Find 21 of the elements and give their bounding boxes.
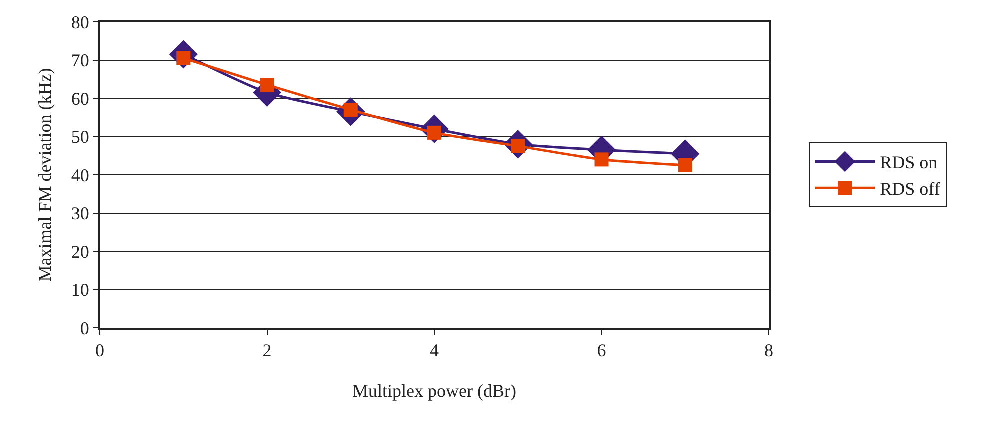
y-tick-label: 20 [71,242,90,262]
y-tick-label: 70 [71,50,90,71]
point [678,158,692,172]
point [260,78,274,92]
legend-label: RDS on [880,152,938,173]
y-tick-label: 50 [71,127,90,148]
y-tick-label: 0 [80,318,90,338]
x-tick-label: 8 [764,340,774,361]
y-tick-label: 60 [71,88,90,109]
x-tick-label: 0 [96,340,104,361]
y-tick-label: 40 [71,165,90,186]
y-tick-label: 30 [71,204,90,224]
y-axis-title: Maximal FM deviation (kHz) [35,68,56,282]
y-tick-label: 80 [71,12,90,32]
point [594,152,609,167]
legend-label: RDS off [880,179,940,200]
x-tick-label: 2 [262,340,272,361]
x-axis-title: Multiplex power (dBr) [352,381,516,402]
y-tick-label: 10 [71,280,90,300]
x-tick-label: 4 [430,340,439,361]
x-tick-label: 6 [597,340,606,361]
